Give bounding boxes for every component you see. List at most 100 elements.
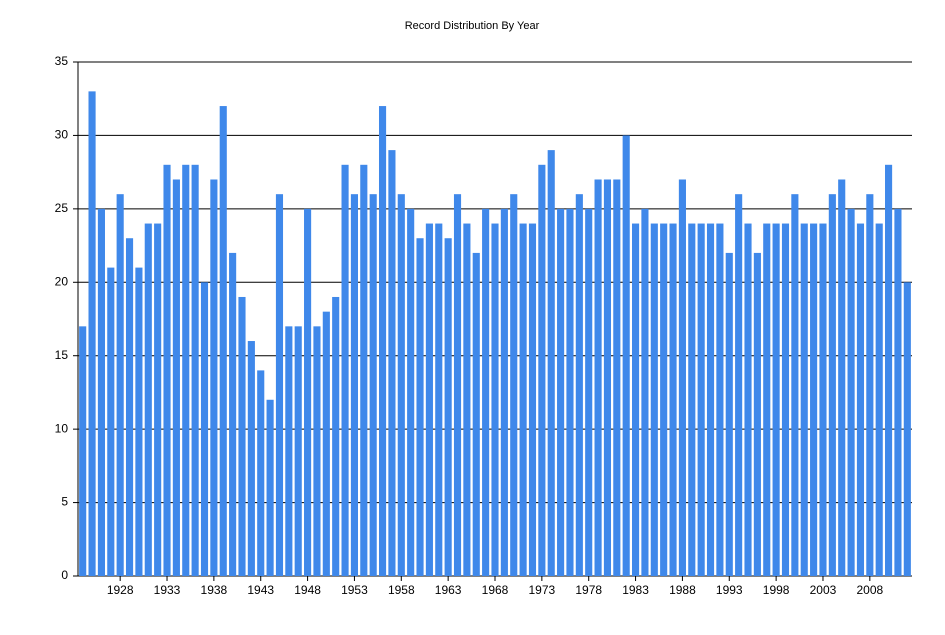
x-tick-label: 1968 — [482, 583, 509, 597]
bar — [407, 208, 415, 576]
bar — [275, 194, 284, 576]
bar — [810, 223, 818, 577]
bar — [838, 179, 846, 576]
bar — [135, 267, 143, 576]
x-tick-label: 1948 — [294, 583, 321, 597]
bar — [79, 326, 87, 576]
bar — [725, 252, 733, 576]
x-tick-label: 1983 — [622, 583, 649, 597]
bar — [500, 208, 508, 576]
bar — [97, 208, 105, 576]
bar — [332, 296, 340, 576]
bar — [800, 223, 808, 577]
y-tick-label: 20 — [55, 274, 69, 288]
bar — [266, 399, 274, 576]
bar — [547, 150, 555, 576]
bar — [678, 179, 686, 576]
bar — [641, 208, 649, 576]
bar — [107, 267, 115, 576]
bar — [350, 194, 358, 576]
bar — [463, 223, 471, 577]
x-tick-label: 1963 — [435, 583, 462, 597]
x-tick-label: 1978 — [575, 583, 602, 597]
y-tick-label: 15 — [55, 348, 69, 362]
bar — [566, 208, 574, 576]
bar — [313, 326, 321, 576]
bar — [828, 194, 836, 576]
bar — [688, 223, 696, 577]
bar — [575, 194, 583, 576]
bar — [416, 238, 424, 576]
bar — [116, 194, 124, 576]
bar — [622, 135, 630, 576]
bar — [341, 164, 349, 577]
x-tick-label: 1998 — [763, 583, 790, 597]
bar — [875, 223, 883, 577]
bar — [594, 179, 602, 576]
bar — [360, 164, 368, 577]
bar — [172, 179, 180, 576]
x-tick-label: 1973 — [529, 583, 556, 597]
bar — [585, 208, 593, 576]
bar — [453, 194, 462, 576]
bar — [660, 223, 668, 577]
bar — [425, 223, 433, 577]
bar — [154, 223, 162, 577]
bar — [519, 223, 527, 577]
bar — [791, 194, 799, 576]
chart-title: Record Distribution By Year — [405, 20, 540, 32]
bar — [247, 341, 255, 576]
bar — [304, 208, 312, 576]
bar — [697, 223, 705, 577]
bar — [482, 208, 490, 576]
x-tick-label: 2008 — [856, 583, 883, 597]
bar — [229, 252, 237, 576]
bar — [219, 106, 227, 577]
bar — [894, 208, 902, 576]
bar — [200, 282, 209, 576]
x-tick-label: 1928 — [107, 583, 134, 597]
y-tick-label: 5 — [61, 495, 68, 509]
bar — [557, 208, 565, 576]
bar — [856, 223, 865, 577]
bar — [388, 150, 396, 576]
bar — [903, 282, 911, 576]
x-tick-label: 1958 — [388, 583, 415, 597]
y-tick-label: 25 — [55, 201, 69, 215]
x-tick-label: 1988 — [669, 583, 696, 597]
bar — [753, 252, 761, 576]
bar — [613, 179, 621, 576]
bar — [397, 194, 405, 576]
bar — [603, 179, 612, 576]
x-tick-label: 1933 — [154, 583, 181, 597]
bar — [369, 194, 377, 576]
bar — [885, 164, 893, 577]
bar — [125, 238, 134, 576]
x-tick-label: 2003 — [810, 583, 837, 597]
bar — [650, 223, 658, 577]
bar — [847, 208, 855, 576]
y-tick-label: 35 — [55, 54, 69, 68]
bar — [182, 164, 190, 577]
bar — [210, 179, 218, 576]
bar — [763, 223, 771, 577]
bar — [491, 223, 499, 577]
bar — [88, 91, 96, 576]
y-tick-label: 0 — [61, 568, 68, 582]
bar — [144, 223, 152, 577]
bar — [772, 223, 780, 577]
bar — [819, 223, 827, 577]
bar — [716, 223, 724, 577]
bar — [669, 223, 677, 577]
bar — [294, 326, 302, 576]
bar — [735, 194, 743, 576]
bar — [528, 223, 537, 577]
x-tick-label: 1953 — [341, 583, 368, 597]
bar — [744, 223, 752, 577]
x-tick-label: 1938 — [201, 583, 228, 597]
y-tick-label: 30 — [55, 128, 69, 142]
bar — [322, 311, 330, 576]
y-tick-label: 10 — [55, 421, 69, 435]
bar — [472, 252, 480, 576]
